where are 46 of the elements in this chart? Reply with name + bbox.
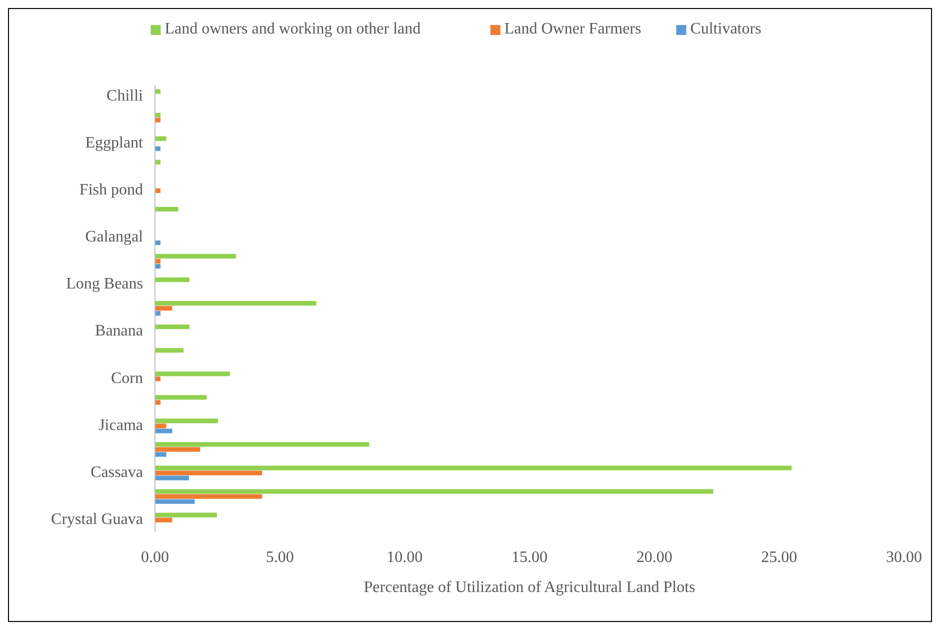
- y-tick-label: Corn: [111, 370, 143, 387]
- y-tick-label: Banana: [95, 322, 143, 340]
- bar: [155, 466, 792, 470]
- bar: [155, 306, 172, 311]
- bar: [155, 470, 262, 476]
- legend-label: Cultivators: [690, 20, 762, 38]
- bar: [155, 136, 166, 141]
- bar: [155, 348, 184, 353]
- bar: [155, 512, 217, 518]
- bar: [155, 206, 178, 212]
- bar: [155, 499, 195, 504]
- bar: [155, 447, 200, 452]
- bar: [155, 428, 172, 434]
- y-tick-label: Fish pond: [79, 182, 143, 199]
- bar: [155, 452, 166, 457]
- bar: [155, 372, 230, 376]
- x-tick-label: 20.00: [636, 549, 672, 566]
- y-tick-label: Eggplant: [85, 134, 144, 152]
- bar: [155, 324, 190, 330]
- x-tick-label: 5.00: [266, 549, 294, 566]
- y-tick-label: Jicama: [98, 416, 143, 434]
- x-tick-label: 15.00: [512, 549, 548, 566]
- x-tick-label: 10.00: [386, 549, 423, 566]
- x-tick-label: 30.00: [886, 549, 922, 566]
- x-tick-label: 0.00: [141, 549, 169, 566]
- legend-label: Land owners and working on other land: [164, 20, 421, 38]
- bar: [155, 424, 166, 428]
- y-tick-label: Chilli: [106, 87, 144, 104]
- x-tick-label: 25.00: [761, 549, 798, 566]
- x-axis-title: Percentage of Utilization of Agricultural Land Plots: [364, 579, 696, 596]
- bar: [155, 442, 370, 447]
- bar: [155, 300, 316, 306]
- y-tick-label: Cassava: [90, 464, 143, 481]
- y-tick-label: Long Beans: [66, 276, 143, 293]
- bar: [155, 518, 172, 522]
- y-tick-label: Crystal Guava: [51, 510, 143, 528]
- bar: [155, 476, 189, 480]
- bar: [155, 418, 218, 424]
- y-tick-label: Galangal: [85, 228, 144, 246]
- bar: [155, 254, 236, 259]
- bar: [155, 494, 262, 499]
- bar: [155, 277, 190, 282]
- bar: [155, 395, 207, 400]
- bar: [155, 489, 714, 494]
- legend-label: Land Owner Farmers: [504, 20, 642, 38]
- bar: [155, 89, 160, 94]
